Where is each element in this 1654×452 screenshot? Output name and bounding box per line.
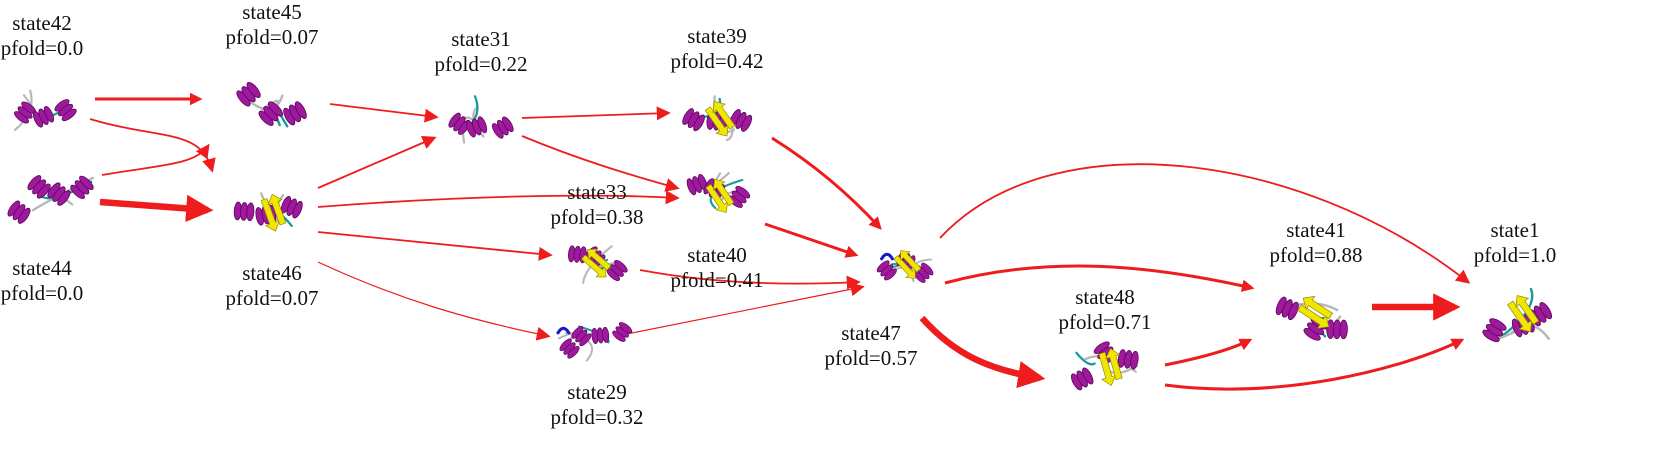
state46-name: state46 (242, 261, 302, 285)
nodes (7, 81, 1553, 391)
arrow-state31-to-state40 (521, 135, 680, 192)
state31-structure-icon (448, 95, 514, 144)
arrow-state44-to-state45 (101, 143, 210, 176)
state48-name: state48 (1075, 285, 1135, 309)
arrow-state46-to-state40 (317, 190, 680, 208)
state33-pfold: pfold=0.38 (550, 205, 644, 229)
state44-pfold: pfold=0.0 (0, 281, 84, 305)
state44-structure-icon (7, 175, 95, 224)
arrow-state46-to-state29 (317, 261, 551, 341)
label-state45: state45 pfold=0.07 (226, 0, 319, 50)
label-state47: state47 pfold=0.57 (825, 321, 918, 371)
state48-pfold: pfold=0.71 (1058, 310, 1152, 334)
arrow-state29-to-state47 (621, 282, 865, 336)
state1-structure-icon (1482, 287, 1553, 343)
state33-name: state33 (567, 180, 627, 204)
state46-pfold: pfold=0.07 (225, 286, 319, 310)
arrow-state46-to-state31 (317, 136, 437, 189)
label-state40: state40 pfold=0.41 (671, 243, 764, 293)
label-state42: state42 pfold=0.0 (1, 11, 83, 61)
label-state41: state41 pfold=0.88 (1270, 218, 1363, 268)
label-state33: state33 pfold=0.38 (551, 180, 644, 230)
state44-name: state44 (12, 256, 72, 280)
state41-name: state41 (1286, 218, 1346, 242)
state31-name: state31 (451, 27, 511, 51)
edges (89, 92, 1471, 391)
state33-structure-icon (568, 245, 628, 284)
state45-name: state45 (242, 0, 302, 24)
state45-pfold: pfold=0.07 (225, 25, 319, 49)
arrow-state42-to-state46 (89, 118, 216, 173)
label-state29: state29 pfold=0.32 (551, 380, 644, 430)
state1-name: state1 (1490, 218, 1540, 242)
state45-structure-icon (236, 81, 307, 128)
state47-structure-icon (876, 250, 934, 283)
arrow-state47-to-state48 (919, 315, 1046, 389)
state29-structure-icon (556, 322, 633, 362)
state47-name: state47 (841, 321, 901, 345)
state1-pfold: pfold=1.0 (1473, 243, 1557, 267)
state39-pfold: pfold=0.42 (670, 49, 764, 73)
arrow-state44-to-state46 (99, 194, 214, 222)
state48-structure-icon (1070, 341, 1139, 391)
arrow-state45-to-state31 (329, 103, 439, 123)
label-state46: state46 pfold=0.07 (226, 261, 319, 311)
state39-name: state39 (687, 24, 747, 48)
arrow-state47-to-state41 (944, 264, 1255, 292)
state41-pfold: pfold=0.88 (1269, 243, 1363, 267)
arrow-state31-to-state39 (521, 106, 671, 121)
state40-pfold: pfold=0.41 (670, 268, 764, 292)
label-state48: state48 pfold=0.71 (1059, 285, 1152, 335)
label-state1: state1 pfold=1.0 (1474, 218, 1556, 268)
label-state44: state44 pfold=0.0 (1, 256, 83, 306)
state42-pfold: pfold=0.0 (0, 36, 84, 60)
state29-pfold: pfold=0.32 (550, 405, 644, 429)
arrow-state47-to-state1 (939, 163, 1471, 284)
label-state31: state31 pfold=0.22 (435, 27, 528, 77)
arrow-state48-to-state1 (1164, 338, 1465, 391)
state42-structure-icon (13, 89, 77, 131)
state40-structure-icon (686, 172, 751, 213)
arrow-state40-to-state47 (764, 222, 859, 258)
state42-name: state42 (12, 11, 72, 35)
state41-structure-icon (1275, 295, 1348, 341)
state47-pfold: pfold=0.57 (824, 346, 918, 370)
arrow-state48-to-state41 (1164, 338, 1253, 367)
arrow-state33-to-state47 (639, 269, 861, 290)
state40-name: state40 (687, 243, 747, 267)
label-state39: state39 pfold=0.42 (671, 24, 764, 74)
arrow-state39-to-state47 (771, 136, 882, 230)
state39-structure-icon (682, 95, 753, 142)
state46-structure-icon (233, 192, 303, 232)
state29-name: state29 (567, 380, 627, 404)
state31-pfold: pfold=0.22 (434, 52, 528, 76)
arrow-state46-to-state33 (317, 231, 553, 261)
